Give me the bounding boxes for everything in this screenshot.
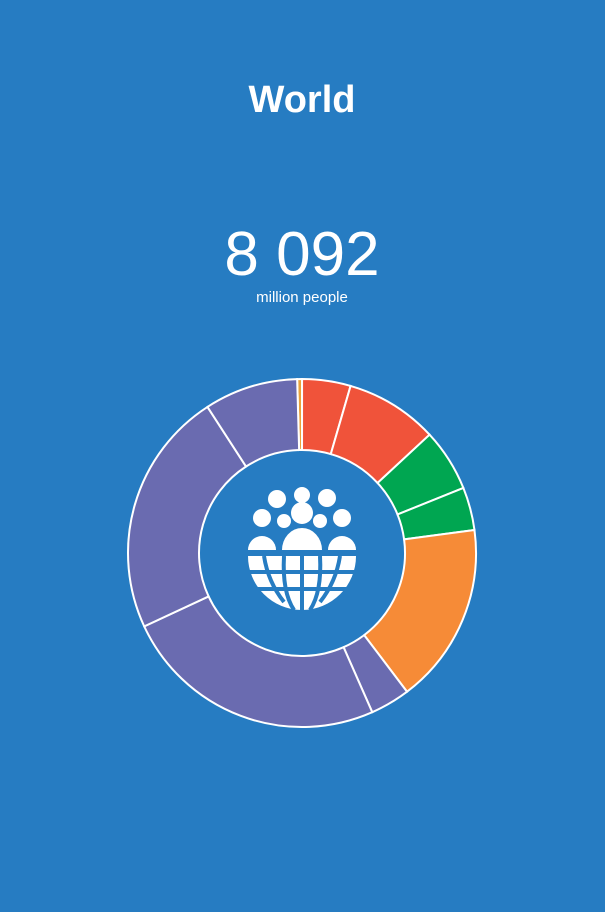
headline-unit: million people bbox=[256, 289, 348, 306]
donut bbox=[127, 377, 477, 728]
donut-segment bbox=[206, 378, 301, 468]
people-globe-icon bbox=[248, 487, 356, 612]
chart-title: World bbox=[249, 79, 356, 121]
headline-value: 8 092 bbox=[224, 220, 379, 289]
donut-segment bbox=[127, 405, 248, 628]
donut-segment bbox=[142, 595, 374, 728]
